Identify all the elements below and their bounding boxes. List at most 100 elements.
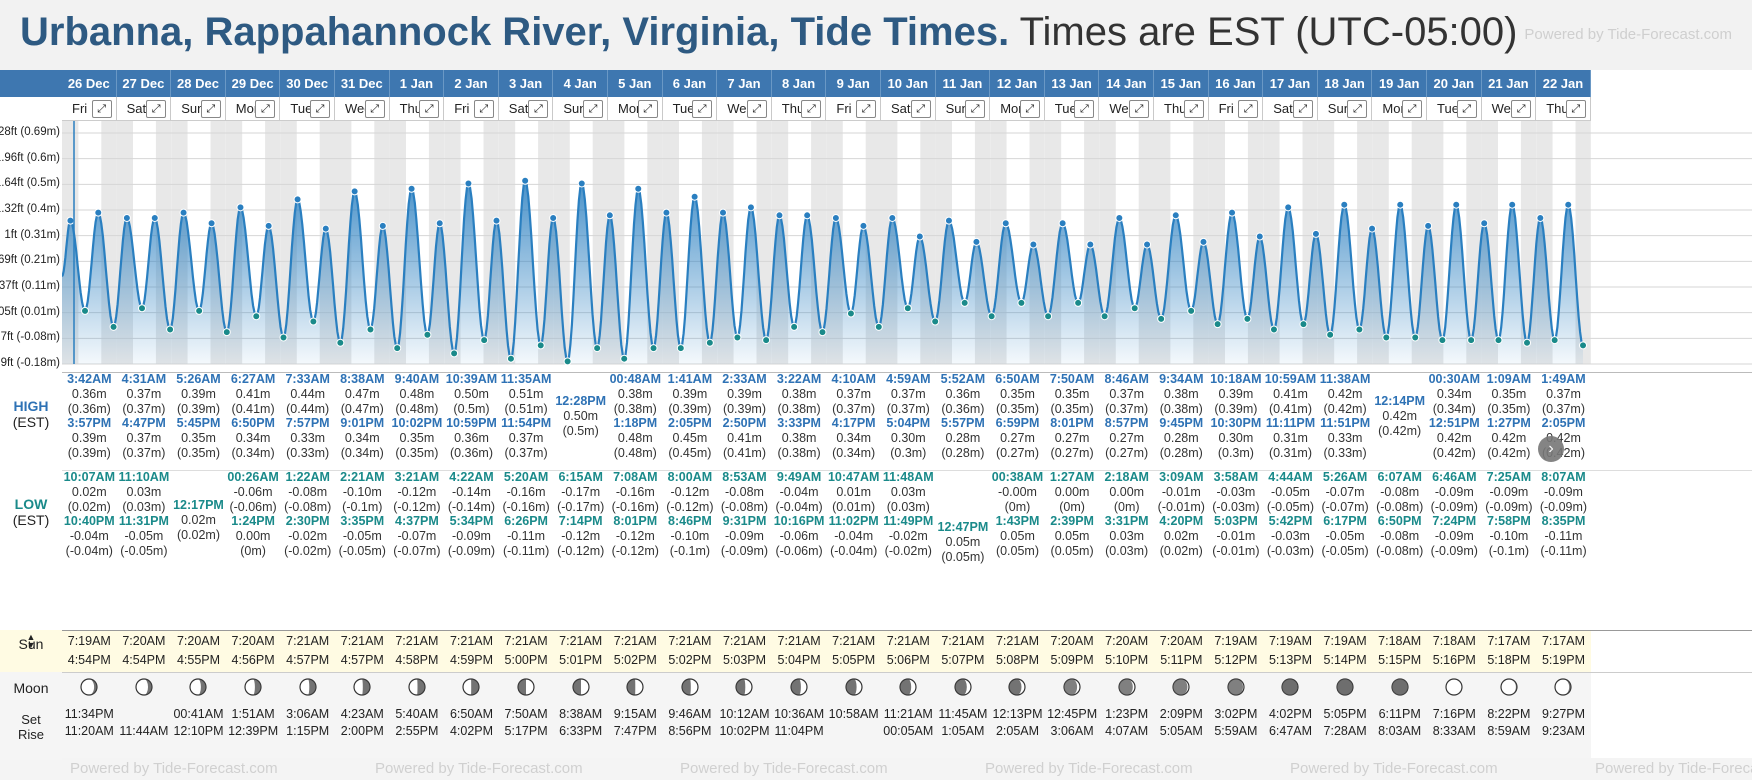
expand-day-button[interactable]: ⤢ [1456, 100, 1477, 118]
moon-phase-icon [572, 678, 590, 696]
low-tide-cell: 1:24PM 0.00m (0m) [226, 514, 281, 559]
sunrise-time: 7:21AM [777, 634, 821, 648]
expand-day-button[interactable]: ⤢ [200, 100, 221, 118]
expand-day-button[interactable]: ⤢ [1128, 100, 1149, 118]
high-tide-point [775, 211, 784, 220]
expand-day-button[interactable]: ⤢ [910, 100, 931, 118]
tide-height: 0.38m [1163, 387, 1199, 401]
moon-phase-icon [517, 678, 535, 696]
moon-set-time: 4:02PM [1268, 707, 1313, 721]
moon-phase-icon [1172, 678, 1190, 696]
tide-area [62, 180, 1583, 364]
tide-time: 6:26PM [504, 514, 548, 528]
sun-cell: 7:21AM 4:57PM [335, 630, 390, 672]
expand-day-button[interactable]: ⤢ [855, 100, 876, 118]
moon-set-time: 10:58AM [828, 707, 879, 721]
tide-time: 12:51PM [1428, 416, 1480, 430]
expand-day-button[interactable]: ⤢ [1238, 100, 1259, 118]
expand-day-button[interactable]: ⤢ [1183, 100, 1204, 118]
high-tide-point [944, 216, 953, 225]
low-tide-point [1411, 333, 1420, 342]
moon-rise-time: 00:05AM [883, 724, 934, 738]
low-tide-point [81, 306, 90, 315]
tide-height: 0.05m [1054, 529, 1090, 543]
expand-day-button[interactable]: ⤢ [965, 100, 986, 118]
moon-times: 11:21AM 00:05AM [881, 706, 936, 740]
tide-time: 10:40PM [63, 514, 115, 528]
tide-time: 9:31PM [722, 514, 767, 528]
sunrise-time: 7:21AM [286, 634, 330, 648]
expand-day-button[interactable]: ⤢ [637, 100, 658, 118]
expand-day-button[interactable]: ⤢ [1019, 100, 1040, 118]
sun-cell: 7:19AM 5:14PM [1317, 630, 1373, 672]
expand-day-button[interactable]: ⤢ [473, 100, 494, 118]
date-header: 5 Jan [608, 70, 663, 97]
weekday-label: Sat [126, 101, 147, 116]
sunrise-time: 7:21AM [449, 634, 494, 648]
low-tide-point [166, 325, 175, 334]
date-header: 1 Jan [389, 70, 445, 97]
high-tide-cell: 4:10AM 0.37m (0.37m) [826, 372, 881, 417]
expand-day-button[interactable]: ⤢ [1401, 100, 1422, 118]
tide-time: 7:24PM [1432, 514, 1477, 528]
sun-cell: 7:21AM 4:57PM [280, 630, 335, 672]
expand-day-button[interactable]: ⤢ [146, 100, 167, 118]
tide-time: 3:33PM [777, 416, 821, 430]
tide-time: 1:27PM [1487, 416, 1531, 430]
tide-height: 0.03m [890, 485, 926, 499]
expand-day-button[interactable]: ⤢ [746, 100, 767, 118]
low-tide-cell: 3:21AM -0.12m (-0.12m) [390, 470, 445, 515]
tide-height-paren: (0.48m) [613, 446, 657, 460]
weekday-label: Mon [618, 101, 644, 116]
moon-rise-time: 6:33PM [559, 724, 603, 738]
scroll-right-button[interactable]: › [1538, 436, 1564, 462]
high-tide-point [1143, 240, 1152, 249]
moon-times: 7:16PM 8:33AM [1427, 706, 1482, 740]
expand-day-button[interactable]: ⤢ [1511, 100, 1532, 118]
high-tide-cell: 6:59PM 0.27m (0.27m) [990, 416, 1045, 461]
tide-height: -0.05m [124, 529, 164, 543]
moon-rise-time: 2:05AM [995, 724, 1040, 738]
tide-height: 0.02m [181, 513, 216, 527]
tide-height: 0.34m [836, 431, 872, 445]
expand-day-button[interactable]: ⤢ [309, 100, 330, 118]
expand-day-button[interactable]: ⤢ [582, 100, 603, 118]
tide-height: -0.04m [779, 485, 819, 499]
expand-day-button[interactable]: ⤢ [419, 100, 440, 118]
high-tide-cell: 1:27PM 0.42m (0.42m) [1482, 416, 1537, 461]
moon-rise-time: 2:00PM [340, 724, 384, 738]
expand-day-button[interactable]: ⤢ [692, 100, 713, 118]
day-column: 30 Dec Tue ⤢ 7:33AM 0.44m (0.44m) 7:57PM 0.33m(… [280, 70, 335, 760]
date-header: 9 Jan [826, 70, 881, 97]
sun-cell: 7:19AM 5:13PM [1263, 630, 1318, 672]
expand-day-button[interactable]: ⤢ [528, 100, 549, 118]
moon-phase-icon [1227, 678, 1245, 696]
high-tide-cell: 2:05PM 0.45m (0.45m) [663, 416, 718, 461]
moon-times: 9:27PM 9:23AM [1536, 706, 1591, 740]
weekday-cell: Sun ⤢ [1317, 97, 1373, 121]
header: Urbanna, Rappahannock River, Virginia, T… [0, 0, 1752, 70]
expand-day-button[interactable]: ⤢ [255, 100, 276, 118]
expand-day-button[interactable]: ⤢ [801, 100, 822, 118]
tide-time: 1:09AM [1486, 372, 1532, 386]
tide-time: 10:02PM [391, 416, 443, 430]
expand-day-button[interactable]: ⤢ [1292, 100, 1313, 118]
tide-time: 5:26AM [176, 372, 221, 386]
expand-day-button[interactable]: ⤢ [1074, 100, 1095, 118]
tide-height-paren: (0.39m) [67, 446, 111, 460]
day-column: 11 Jan Sun ⤢ 5:52AM 0.36m (0.36m) 5:57PM 0.28m(… [935, 70, 991, 760]
expand-day-button[interactable]: ⤢ [91, 100, 112, 118]
expand-day-button[interactable]: ⤢ [1565, 100, 1586, 118]
expand-day-button[interactable]: ⤢ [364, 100, 385, 118]
high-tide-point [1480, 219, 1489, 228]
moon-phase-icon [1500, 678, 1518, 696]
moon-times: 1:23PM 4:07AM [1099, 706, 1154, 740]
expand-day-button[interactable]: ⤢ [1347, 100, 1368, 118]
tide-height: 0.05m [1000, 529, 1035, 543]
tide-height-paren: (0.27m) [995, 446, 1040, 460]
moon-cell: 00:41AM 12:10PM [171, 672, 226, 760]
sunrise-time: 7:21AM [559, 634, 603, 648]
sunset-time: 5:08PM [995, 653, 1040, 667]
high-tide-point [915, 232, 924, 241]
day-column: 8 Jan Thu ⤢ 3:22AM 0.38m (0.38m) 3:33PM 0.38m (0… [771, 70, 827, 760]
